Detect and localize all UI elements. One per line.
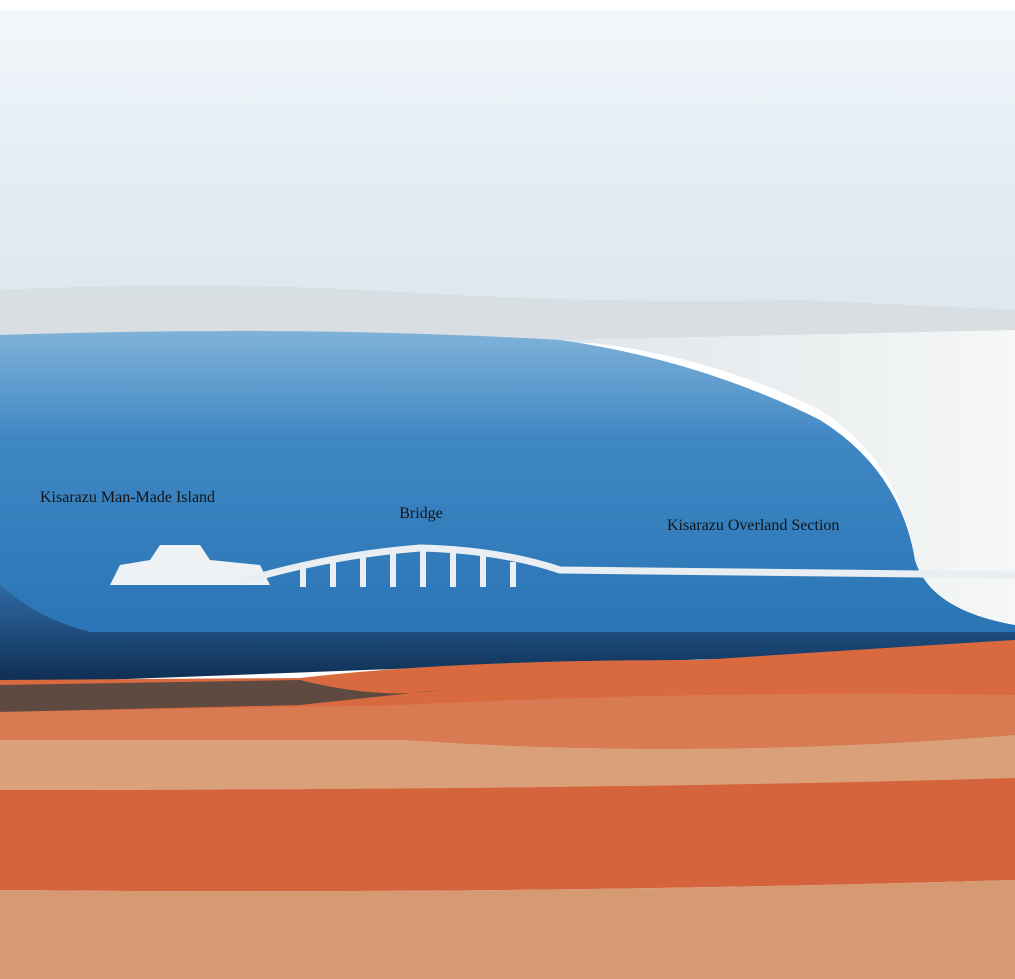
label: Kisarazu Overland Section — [667, 517, 839, 534]
land — [560, 330, 1015, 625]
city-band — [0, 285, 1015, 345]
stratum — [0, 693, 1015, 754]
label: Bridge — [399, 505, 443, 522]
bridge-deck — [238, 544, 1015, 586]
sky — [0, 10, 1015, 340]
island — [110, 545, 270, 585]
stratum — [0, 778, 1015, 892]
stratum-dark — [0, 680, 440, 712]
stratum — [0, 880, 1015, 979]
sea — [0, 331, 1015, 640]
label: Kisarazu Man-Made Island — [40, 489, 215, 506]
bridge-piers — [300, 551, 516, 587]
stratum — [0, 735, 1015, 790]
